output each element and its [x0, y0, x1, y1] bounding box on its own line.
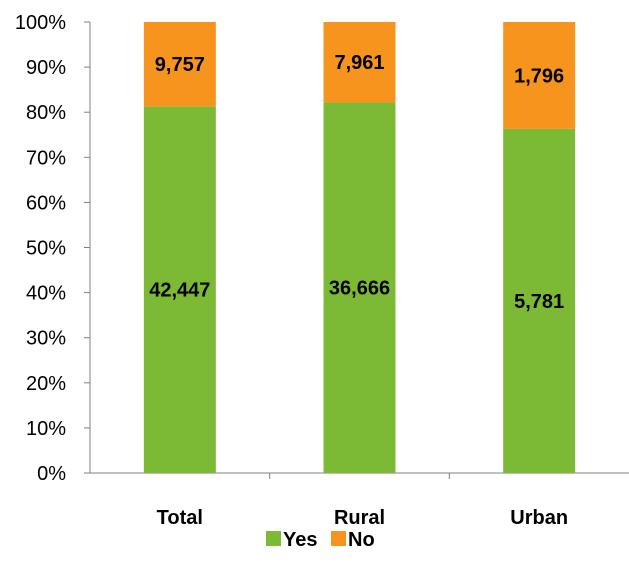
y-tick-label: 90%	[26, 57, 66, 79]
y-tick-label: 50%	[26, 238, 66, 260]
y-axis: 0% 10% 20% 30% 40% 50% 60% 70% 80% 90% 100%	[15, 12, 90, 485]
data-label-no-rural: 7,961	[334, 52, 384, 74]
data-label-yes-total: 42,447	[149, 280, 210, 302]
y-tick-label: 80%	[26, 102, 66, 124]
y-tick-label: 0%	[37, 463, 66, 485]
legend-label-no: No	[348, 529, 375, 551]
legend: Yes No	[266, 529, 375, 551]
y-tick-label: 70%	[26, 147, 66, 169]
y-tick-label: 40%	[26, 283, 66, 305]
x-tick-label-rural: Rural	[334, 507, 385, 529]
y-tick-label: 100%	[15, 12, 66, 34]
legend-label-yes: Yes	[283, 529, 317, 551]
data-label-yes-urban: 5,781	[514, 291, 564, 313]
legend-swatch-yes	[266, 531, 281, 546]
data-label-yes-rural: 36,666	[329, 278, 390, 300]
data-label-no-urban: 1,796	[514, 65, 564, 87]
data-label-no-total: 9,757	[155, 54, 205, 76]
y-tick-label: 60%	[26, 192, 66, 214]
bars	[144, 22, 575, 473]
y-tick-label: 20%	[26, 373, 66, 395]
x-tick-label-urban: Urban	[510, 507, 568, 529]
x-axis: Total Rural Urban	[90, 473, 629, 529]
y-tick-label: 10%	[26, 418, 66, 440]
x-tick-label-total: Total	[157, 507, 203, 529]
y-tick-label: 30%	[26, 328, 66, 350]
legend-swatch-no	[331, 531, 346, 546]
